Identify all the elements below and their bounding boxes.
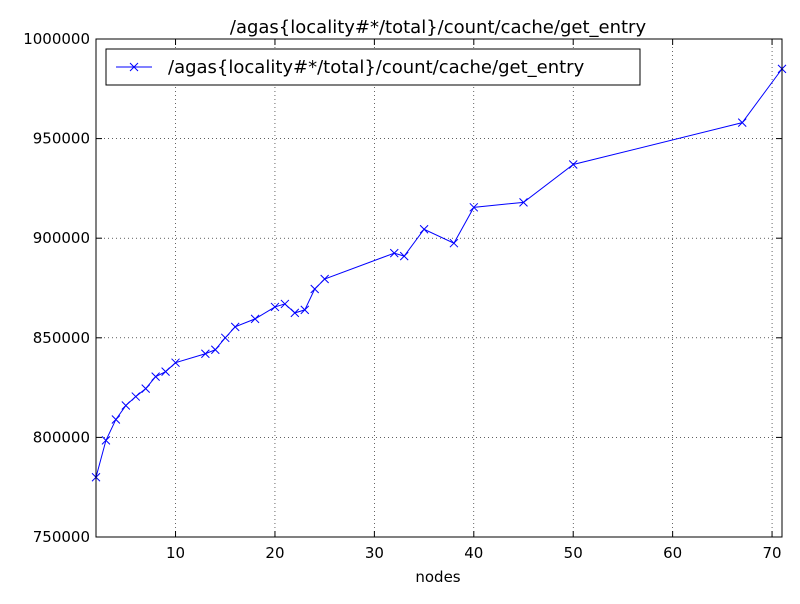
y-tick-label: 750000: [33, 528, 90, 546]
data-point-marker: [101, 436, 111, 445]
data-point-marker: [449, 238, 459, 248]
data-point-marker: [389, 248, 399, 258]
data-point-marker: [280, 299, 290, 309]
x-tick-label: 30: [365, 544, 384, 562]
x-tick-label: 20: [265, 544, 284, 562]
data-point-marker: [519, 197, 528, 207]
legend: /agas{locality#*/total}/count/cache/get_…: [105, 48, 641, 86]
data-point-marker: [111, 415, 121, 424]
data-point-marker: [250, 314, 260, 324]
data-point-marker: [270, 302, 280, 312]
legend-label: /agas{locality#*/total}/count/cache/get_…: [168, 57, 585, 78]
data-point-marker: [419, 224, 429, 234]
x-tick-label: 50: [564, 544, 583, 562]
chart-title: /agas{locality#*/total}/count/cache/get_…: [230, 17, 647, 38]
data-point-marker: [141, 384, 151, 393]
data-point-marker: [300, 305, 310, 315]
y-tick-label: 1000000: [23, 30, 90, 48]
y-tick-label: 950000: [33, 130, 90, 148]
y-tick-label: 850000: [33, 329, 90, 347]
data-point-marker: [151, 372, 161, 381]
data-point-marker: [290, 308, 300, 318]
x-tick-label: 70: [763, 544, 782, 562]
plot-frame: [95, 38, 783, 538]
data-point-marker: [568, 160, 578, 169]
data-point-marker: [399, 251, 409, 261]
y-tick-label: 900000: [33, 229, 90, 247]
y-tick-label: 800000: [33, 428, 90, 446]
legend-box: [105, 48, 641, 86]
tick-labels: 10 20 30 40 50 60 70 750000 800000 850000 900000 95…: [23, 30, 781, 562]
x-axis-title: nodes: [415, 568, 460, 586]
data-point-marker: [121, 401, 131, 410]
plot-background: [96, 39, 782, 537]
data-point-marker: [210, 345, 220, 355]
data-point-marker: [131, 392, 141, 401]
data-point-marker: [310, 284, 320, 294]
data-point-marker: [201, 349, 210, 359]
x-tick-label: 60: [663, 544, 682, 562]
data-point-marker: [161, 367, 170, 377]
data-point-marker: [737, 118, 747, 128]
x-tick-label: 10: [166, 544, 185, 562]
data-point-marker: [469, 202, 479, 212]
data-point-marker: [220, 333, 230, 343]
legend-marker: [129, 62, 139, 72]
x-tick-label: 40: [464, 544, 483, 562]
data-point-marker: [171, 358, 180, 368]
data-point-marker: [230, 322, 240, 332]
series-layer: [91, 64, 787, 482]
data-point-marker: [320, 274, 330, 284]
grid-lines: [96, 38, 782, 538]
